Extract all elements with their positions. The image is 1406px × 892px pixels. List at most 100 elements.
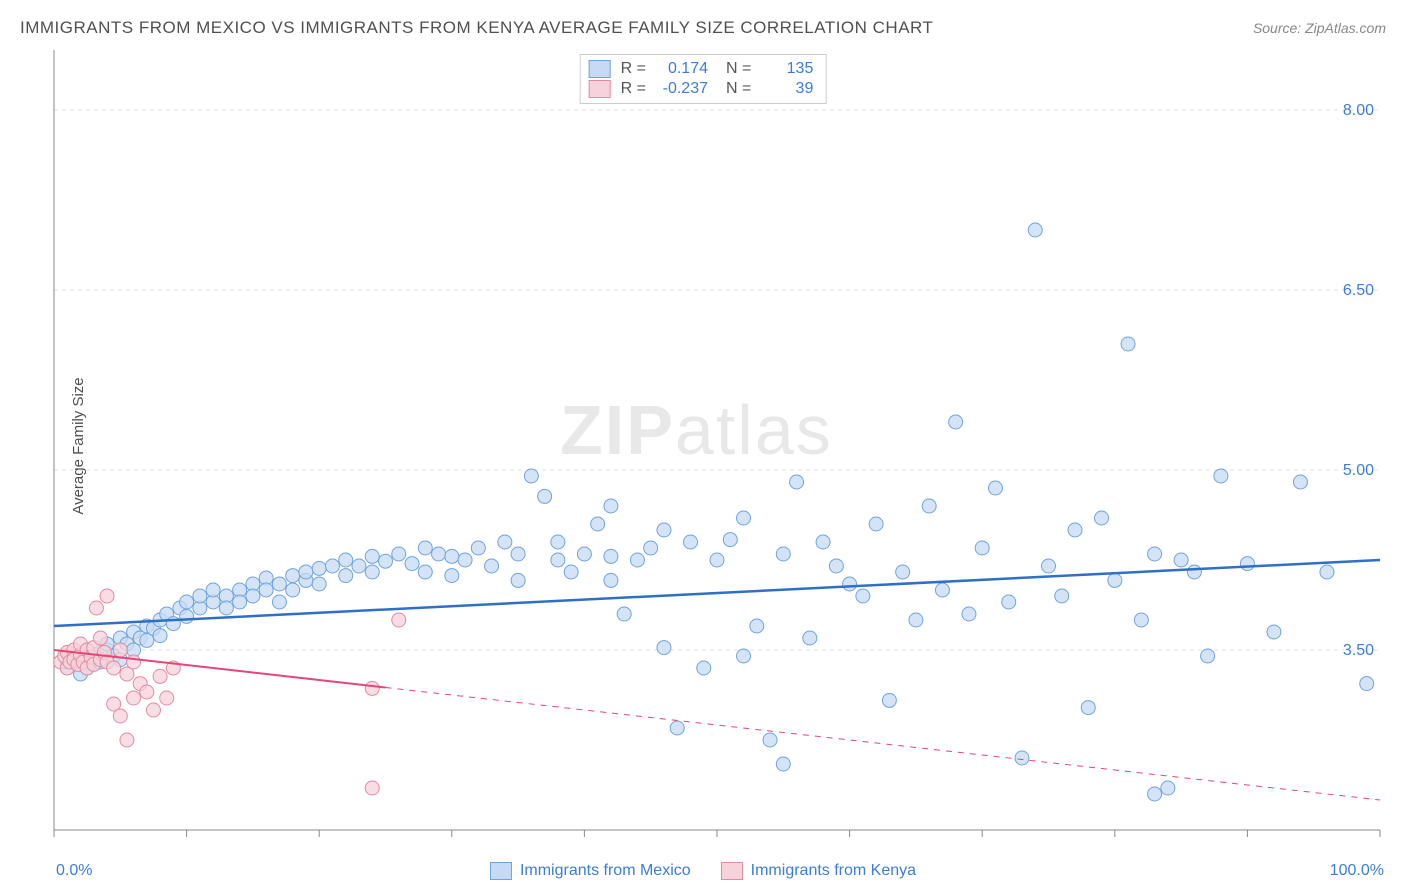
data-point [1015, 751, 1029, 765]
data-point [737, 511, 751, 525]
data-point [1055, 589, 1069, 603]
data-point [140, 685, 154, 699]
data-point [617, 607, 631, 621]
series-legend-label: Immigrants from Mexico [520, 862, 691, 880]
data-point [458, 553, 472, 567]
data-point [160, 691, 174, 705]
data-point [418, 541, 432, 555]
data-point [365, 781, 379, 795]
data-point [153, 629, 167, 643]
r-value: -0.237 [656, 80, 708, 98]
data-point [193, 589, 207, 603]
series-legend: Immigrants from Mexico Immigrants from Ke… [490, 862, 916, 880]
data-point [180, 609, 194, 623]
data-point [1121, 337, 1135, 351]
data-point [89, 601, 103, 615]
data-point [1360, 677, 1374, 691]
data-point [683, 535, 697, 549]
regression-line [54, 650, 386, 688]
data-point [1148, 547, 1162, 561]
data-point [816, 535, 830, 549]
data-point [272, 577, 286, 591]
r-label: R = [621, 80, 646, 98]
data-point [498, 535, 512, 549]
data-point [153, 669, 167, 683]
data-point [922, 499, 936, 513]
chart-container: 3.505.006.508.00 [50, 50, 1386, 847]
data-point [790, 475, 804, 489]
data-point [723, 533, 737, 547]
data-point [710, 553, 724, 567]
data-point [551, 553, 565, 567]
data-point [988, 481, 1002, 495]
data-point [180, 595, 194, 609]
series-legend-item: Immigrants from Kenya [721, 862, 916, 880]
data-point [286, 583, 300, 597]
n-value: 39 [761, 80, 813, 98]
data-point [246, 589, 260, 603]
data-point [657, 641, 671, 655]
data-point [107, 661, 121, 675]
series-legend-item: Immigrants from Mexico [490, 862, 691, 880]
data-point [113, 709, 127, 723]
data-point [146, 703, 160, 717]
data-point [127, 691, 141, 705]
data-point [432, 547, 446, 561]
data-point [750, 619, 764, 633]
data-point [312, 577, 326, 591]
data-point [670, 721, 684, 735]
data-point [1267, 625, 1281, 639]
data-point [975, 541, 989, 555]
data-point [511, 547, 525, 561]
data-point [1174, 553, 1188, 567]
n-value: 135 [761, 60, 813, 78]
data-point [856, 589, 870, 603]
r-label: R = [621, 60, 646, 78]
data-point [299, 565, 313, 579]
data-point [896, 565, 910, 579]
data-point [829, 559, 843, 573]
data-point [1028, 223, 1042, 237]
data-point [1320, 565, 1334, 579]
data-point [869, 517, 883, 531]
data-point [909, 613, 923, 627]
data-point [591, 517, 605, 531]
data-point [1095, 511, 1109, 525]
data-point [1148, 787, 1162, 801]
data-point [113, 643, 127, 657]
data-point [776, 757, 790, 771]
data-point [100, 589, 114, 603]
data-point [392, 547, 406, 561]
data-point [127, 655, 141, 669]
data-point [219, 601, 233, 615]
data-point [1240, 557, 1254, 571]
data-point [1214, 469, 1228, 483]
data-point [339, 569, 353, 583]
data-point [286, 569, 300, 583]
data-point [604, 573, 618, 587]
data-point [379, 554, 393, 568]
data-point [1002, 595, 1016, 609]
data-point [120, 733, 134, 747]
data-point [737, 649, 751, 663]
data-point [551, 535, 565, 549]
data-point [577, 547, 591, 561]
data-point [564, 565, 578, 579]
data-point [1187, 565, 1201, 579]
data-point [763, 733, 777, 747]
x-axis-min-label: 0.0% [56, 862, 92, 880]
data-point [445, 549, 459, 563]
data-point [405, 557, 419, 571]
data-point [365, 565, 379, 579]
data-point [657, 523, 671, 537]
data-point [1293, 475, 1307, 489]
legend-swatch [721, 862, 743, 880]
y-tick-label: 6.50 [1343, 282, 1374, 299]
chart-title: IMMIGRANTS FROM MEXICO VS IMMIGRANTS FRO… [20, 18, 933, 38]
data-point [312, 561, 326, 575]
data-point [259, 583, 273, 597]
data-point [803, 631, 817, 645]
stats-legend-row: R =-0.237N =39 [589, 79, 814, 99]
data-point [392, 613, 406, 627]
r-value: 0.174 [656, 60, 708, 78]
